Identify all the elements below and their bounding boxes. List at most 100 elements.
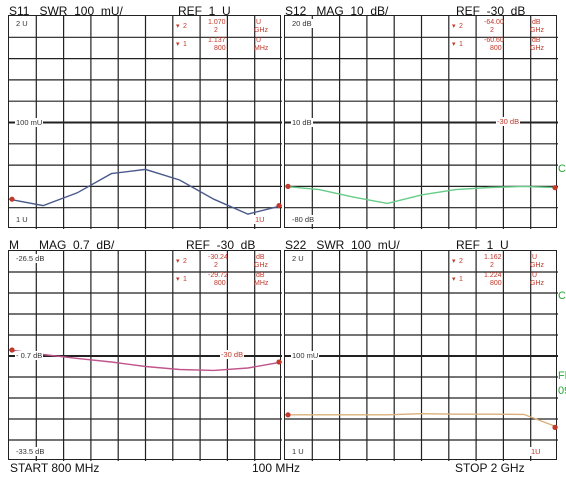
marker-1-id: ▾	[452, 41, 456, 48]
marker-1-frequency-unit: GHz	[530, 280, 544, 287]
marker-2-frequency-unit: GHz	[254, 262, 268, 269]
marker-readout: ▾ 2 -64.00 dB 2 GHz ▾ 1 -60.60 dB 800 GHz	[450, 19, 554, 61]
marker-1-value-unit: dB	[256, 272, 265, 279]
marker-2-id: ▾	[452, 258, 456, 265]
trace-marker-label: 1U	[530, 447, 542, 456]
marker-1-number: 1	[183, 41, 187, 48]
trace-marker-label: 1U	[254, 215, 266, 224]
start-frequency-label: START 800 MHz	[10, 461, 100, 475]
marker-2-point	[552, 424, 558, 430]
marker-2-point	[276, 202, 282, 209]
panel-title: M MAG 0.7 dB/	[9, 238, 115, 252]
scale-label-ref: 100 mU	[291, 351, 320, 360]
marker-2-number: 2	[459, 23, 463, 30]
channel-edge-text: Fl	[558, 370, 566, 382]
scale-label-top: 2 U	[15, 19, 29, 28]
marker-2-point	[552, 185, 558, 191]
marker-2-frequency: 2	[490, 262, 494, 269]
measurement-trace	[285, 412, 558, 429]
marker-2-frequency: 2	[214, 262, 218, 269]
trace-panel-s12: 20 dB 10 dB -80 dB ▾ 2 -64.00 dB 2 GHz ▾ 1 -60.60 dB…	[284, 15, 558, 229]
trace-plot	[9, 16, 282, 229]
scale-label-ref: - 0.7 dB	[15, 351, 44, 360]
measurement-trace	[9, 168, 282, 215]
marker-1-frequency: 800	[490, 45, 502, 52]
marker-2-frequency-unit: GHz	[530, 262, 544, 269]
marker-1-value: -60.60	[484, 37, 504, 44]
scale-label-bottom: 1 U	[15, 215, 29, 224]
marker-1-id: ▾	[176, 41, 180, 48]
marker-2-frequency-unit: GHz	[254, 27, 268, 34]
trace-panel-s21: -26.5 dB - 0.7 dB -33.5 dB ▾ 2 -30.24 dB 2 GHz ▾ 1…	[8, 250, 282, 461]
marker-1-number: 1	[183, 276, 187, 283]
marker-1-number: 1	[459, 276, 463, 283]
marker-1-frequency: 800	[214, 280, 226, 287]
panel-title: S11 SWR 100 mU/	[9, 4, 123, 18]
marker-2-id: ▾	[176, 23, 180, 30]
reference-level-label: REF 1 U	[178, 4, 231, 18]
scale-label-bottom: -80 dB	[291, 215, 316, 224]
marker-2-number: 2	[183, 258, 187, 265]
marker-1-id: ▾	[176, 276, 180, 283]
marker-2-frequency: 2	[490, 27, 494, 34]
panel-title: S22 SWR 100 mU/	[285, 238, 400, 252]
marker-readout: ▾ 2 1.162 U 2 GHz ▾ 1 1.224 U 800 GHz	[450, 254, 554, 296]
span-frequency-label: 100 MHz	[252, 461, 301, 475]
marker-1-value-unit: U	[256, 37, 262, 44]
marker-2-value: -30.24	[208, 254, 228, 261]
scale-label-top: 20 dB	[291, 19, 313, 28]
marker-2-value: 1.070	[208, 19, 226, 26]
scale-label-top: 2 U	[291, 254, 305, 263]
marker-2-value: 1.162	[484, 254, 502, 261]
marker-2-point	[276, 359, 282, 365]
marker-2-id: ▾	[452, 23, 456, 30]
measurement-trace	[285, 185, 558, 205]
trace-plot	[285, 16, 558, 229]
marker-2-number: 2	[183, 23, 187, 30]
scale-label-bottom: 1 U	[291, 447, 305, 456]
marker-2-value-unit: U	[256, 19, 262, 26]
trace-plot	[285, 251, 558, 461]
marker-1-id: ▾	[452, 276, 456, 283]
scale-label-bottom: -33.5 dB	[15, 447, 46, 456]
channel-edge-text: 09	[558, 385, 566, 397]
marker-1-frequency-unit: MHz	[254, 280, 269, 287]
channel-edge-text: CP	[558, 290, 566, 302]
marker-1-value-unit: U	[532, 272, 538, 279]
marker-1-value: 1.137	[208, 37, 226, 44]
marker-readout: ▾ 2 -30.24 dB 2 GHz ▾ 1 -29.72 dB 800 MHz	[174, 254, 278, 296]
reference-level-label: REF -30 dB	[456, 4, 526, 18]
measurement-trace	[9, 349, 282, 372]
marker-readout: ▾ 2 1.070 U 2 GHz ▾ 1 1.137 U 800 MHz	[174, 19, 278, 61]
marker-2-value-unit: U	[532, 254, 538, 261]
reference-level-label: REF -30 dB	[186, 238, 256, 252]
marker-1-value: -29.72	[208, 272, 228, 279]
marker-1-frequency-unit: GHz	[530, 45, 544, 52]
scale-label-ref: 10 dB	[291, 117, 313, 127]
trace-panel-s22: 2 U 100 mU 1 U ▾ 2 1.162 U 2 GHz ▾ 1 1.224 U 800 GHz 1U	[284, 250, 558, 461]
marker-1-point	[285, 183, 291, 189]
marker-1-value: 1.224	[484, 272, 502, 279]
marker-1-frequency-unit: MHz	[254, 45, 269, 52]
marker-1-frequency: 800	[490, 280, 502, 287]
scale-label-top: -26.5 dB	[15, 254, 46, 263]
reference-marker-label: -30 dB	[220, 350, 245, 359]
marker-2-value-unit: dB	[532, 19, 541, 26]
marker-2-value-unit: dB	[256, 254, 265, 261]
marker-1-point	[9, 347, 15, 353]
stop-frequency-label: STOP 2 GHz	[455, 461, 525, 475]
marker-2-id: ▾	[176, 258, 180, 265]
scale-label-ref: 100 mU	[15, 117, 44, 127]
marker-2-frequency-unit: GHz	[530, 27, 544, 34]
marker-1-point	[9, 196, 15, 202]
channel-edge-text: CA	[558, 163, 566, 175]
marker-2-number: 2	[459, 258, 463, 265]
marker-1-value-unit: dB	[532, 37, 541, 44]
marker-2-value: -64.00	[484, 19, 504, 26]
trace-plot	[9, 251, 282, 461]
marker-1-point	[285, 412, 291, 418]
marker-1-number: 1	[459, 41, 463, 48]
marker-1-frequency: 800	[214, 45, 226, 52]
reference-marker-label: -30 dB	[496, 116, 521, 126]
